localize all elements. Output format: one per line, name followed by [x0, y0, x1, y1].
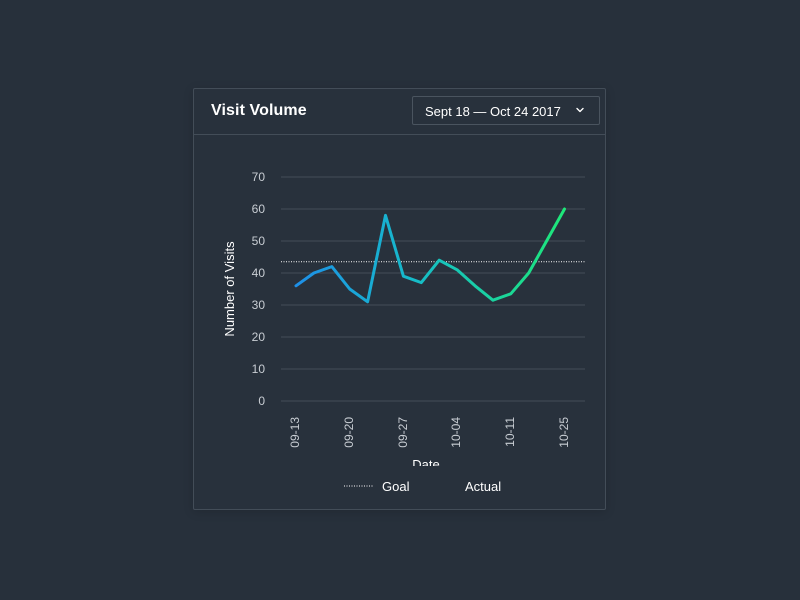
x-tick-label: 09-13: [288, 417, 302, 448]
y-tick-label: 30: [252, 298, 266, 312]
line-chart: 0 10 20 30 40 50 60 70 09-13 09-20 09-27 10-04 10-1…: [222, 170, 585, 466]
y-tick-label: 50: [252, 234, 266, 248]
y-axis-ticks: 0 10 20 30 40 50 60 70: [252, 170, 266, 408]
x-tick-label: 10-11: [503, 417, 517, 447]
y-tick-label: 40: [252, 266, 266, 280]
x-tick-label: 10-25: [557, 417, 571, 448]
x-tick-label: 09-27: [396, 417, 410, 448]
y-tick-label: 20: [252, 330, 266, 344]
chevron-down-icon: [576, 107, 584, 113]
actual-line: [294, 207, 566, 304]
legend-goal-swatch: [344, 485, 374, 487]
y-tick-label: 10: [252, 362, 266, 376]
legend-actual-label: Actual: [465, 479, 502, 494]
x-axis-ticks: 09-13 09-20 09-27 10-04 10-11 10-25: [288, 417, 571, 448]
x-tick-label: 10-04: [449, 417, 463, 448]
legend-goal-label: Goal: [382, 479, 410, 494]
y-tick-label: 70: [252, 170, 266, 184]
card-header: Visit Volume Sept 18 — Oct 24 2017: [194, 89, 605, 135]
legend-actual-swatch: [426, 483, 456, 487]
y-tick-label: 60: [252, 202, 266, 216]
x-tick-label: 09-20: [342, 417, 356, 448]
card-title: Visit Volume: [211, 102, 307, 119]
y-tick-label: 0: [258, 394, 265, 408]
date-range-label: Sept 18 — Oct 24 2017: [425, 104, 561, 119]
grid-lines: [281, 176, 585, 402]
x-axis-label: Date: [412, 457, 439, 466]
visit-volume-card: Visit Volume Sept 18 — Oct 24 2017 0 10 20…: [193, 88, 606, 510]
series-layer: [281, 207, 585, 304]
y-axis-label: Number of Visits: [222, 241, 237, 337]
date-range-select[interactable]: Sept 18 — Oct 24 2017: [412, 96, 600, 125]
